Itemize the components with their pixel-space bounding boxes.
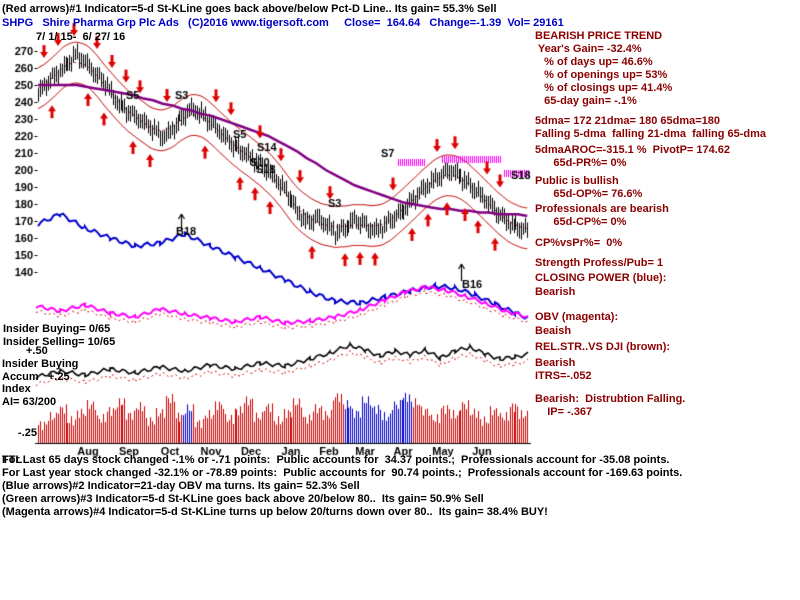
summary-65day-line: For Last 65 days stock changed -.1% or -…	[2, 454, 670, 466]
panel-line: % of closings up= 41.4%	[535, 82, 673, 94]
panel-line: 65-day gain= -.1%	[535, 95, 637, 107]
panel-line: % of openings up= 53%	[535, 69, 668, 81]
panel-line: Professionals are bearish	[535, 203, 669, 215]
summary-year-line: For Last year stock changed -32.1% or -7…	[2, 467, 683, 479]
stats-panel: BEARISH PRICE TREND Year's Gain= -32.4% …	[535, 0, 799, 430]
panel-line: 65d-CP%= 0%	[535, 216, 627, 228]
panel-line: 5dmaAROC=-315.1 % PivotP= 174.62	[535, 144, 731, 156]
panel-line: 65d-OP%= 76.6%	[535, 188, 643, 200]
ai-value-label: AI= 63/200	[2, 396, 57, 408]
panel-line: 65d-PR%= 0%	[535, 157, 627, 169]
distribution-status: Bearish: Distrubtion Falling.	[535, 393, 686, 405]
closing-power-status: Bearish	[535, 286, 576, 298]
obv-heading: OBV (magenta):	[535, 311, 619, 323]
relstr-status: Bearish	[535, 357, 576, 369]
ticker-header: SHPG Shire Pharma Grp Plc Ads (C)2016 ww…	[2, 17, 564, 29]
indicator3-line: (Green arrows)#3 Indicator=5-d St-KLine …	[2, 493, 484, 505]
panel-line: Strength Profess/Pub= 1	[535, 257, 664, 269]
relstr-heading: REL.STR..VS DJI (brown):	[535, 341, 671, 353]
insider-buying2-label: Insider Buying	[2, 358, 79, 370]
ip-value: IP= -.367	[535, 406, 593, 418]
date-range-label: 7/ 1/ 15- 6/ 27/ 16	[36, 31, 126, 43]
indicator4-line: (Magenta arrows)#4 Indicator=5-d St-KLin…	[2, 506, 548, 518]
panel-line: Falling 5-dma falling 21-dma falling 65-…	[535, 128, 767, 140]
panel-line: CP%vsPr%= 0%	[535, 237, 623, 249]
accum-minus25-label: -.25	[18, 427, 37, 439]
obv-status: Beaish	[535, 325, 572, 337]
panel-line: Public is bullish	[535, 175, 619, 187]
insider-selling-label: Insider Selling= 10/65	[3, 336, 116, 348]
panel-line: % of days up= 46.6%	[535, 56, 653, 68]
accum-plus50-label: +.50	[26, 345, 48, 357]
ttl-overlay-label: TTL	[2, 454, 23, 466]
index-label: Index	[2, 383, 31, 395]
accum-label: Accum +.25	[2, 371, 70, 383]
indicator2-line: (Blue arrows)#2 Indicator=21-day OBV ma …	[2, 480, 360, 492]
panel-line: Year's Gain= -32.4%	[535, 43, 642, 55]
indicator1-header: (Red arrows)#1 Indicator=5-d St-KLine go…	[2, 3, 497, 15]
itrs-value: ITRS=-.052	[535, 370, 592, 382]
panel-title: BEARISH PRICE TREND	[535, 30, 663, 42]
insider-buying-label: Insider Buying= 0/65	[3, 323, 111, 335]
closing-power-heading: CLOSING POWER (blue):	[535, 272, 667, 284]
panel-line: 5dma= 172 21dma= 180 65dma=180	[535, 115, 720, 127]
